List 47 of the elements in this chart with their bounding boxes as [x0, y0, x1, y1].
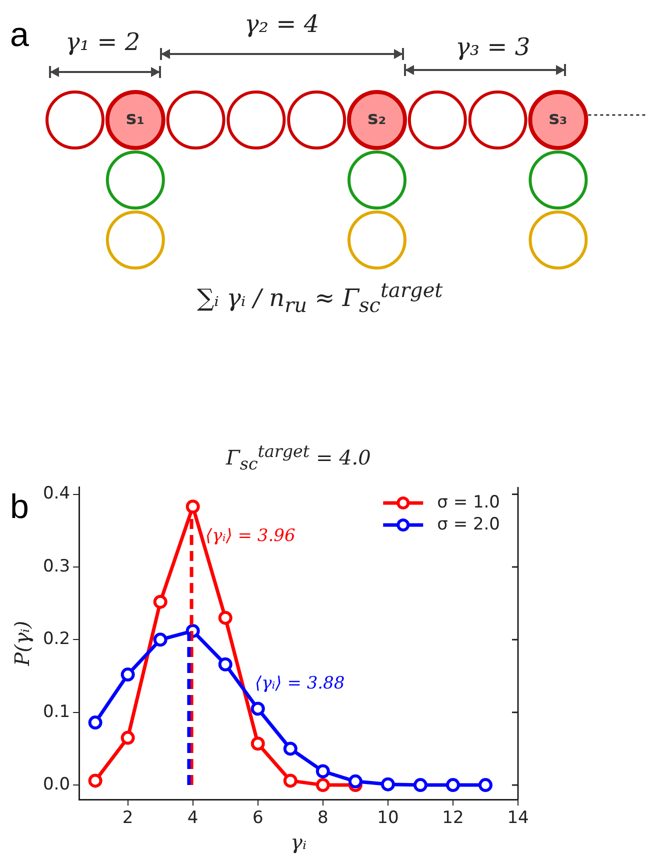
- y-tick-label: 0.2: [42, 629, 70, 650]
- y-tick-label: 0.0: [42, 774, 70, 794]
- y-tick-label: 0.3: [42, 556, 70, 576]
- point: [153, 632, 168, 647]
- ref-line-label: ⟨γᵢ⟩ = 3.88: [254, 673, 345, 694]
- point: [250, 702, 265, 716]
- point: [153, 594, 168, 609]
- text: s₃: [548, 108, 568, 129]
- x-tick-label: 4: [187, 808, 198, 828]
- point: [283, 742, 298, 756]
- point: [218, 610, 232, 625]
- point: [348, 774, 362, 788]
- x-axis-title: γᵢ: [290, 830, 307, 854]
- point: [218, 657, 232, 672]
- point: [250, 736, 265, 751]
- text: γ₂ = 4: [244, 10, 320, 38]
- x-tick-label: 10: [377, 808, 399, 828]
- point: [88, 774, 102, 788]
- point: [380, 777, 395, 792]
- point: [120, 668, 135, 682]
- point: [446, 778, 460, 792]
- chart-title: Γ$_{sc}$$^{target}$ = 4.0: [226, 442, 371, 474]
- x-tick-label: 8: [317, 808, 328, 828]
- text: γ₁ = 2: [66, 28, 140, 56]
- point: [413, 778, 428, 792]
- x-tick-label: 2: [122, 808, 134, 828]
- y-tick-label: 0.4: [42, 484, 70, 504]
- text: s₂: [368, 108, 386, 129]
- text: γ₃ = 3: [456, 33, 530, 61]
- point: [186, 500, 200, 514]
- point: [120, 730, 135, 745]
- point: [316, 764, 330, 778]
- x-tick-label: 6: [252, 808, 264, 828]
- y-tick-label: 0.1: [42, 702, 70, 722]
- y-axis-title: P(γᵢ): [10, 620, 34, 667]
- legend-label: σ = 1.0: [437, 492, 500, 512]
- point: [316, 778, 330, 792]
- point: [88, 716, 102, 730]
- ref-line-label: ⟨γᵢ⟩ = 3.96: [206, 526, 296, 546]
- point: [283, 774, 298, 788]
- x-tick-label: 12: [442, 808, 464, 828]
- point: [478, 778, 492, 792]
- text: a: [10, 16, 29, 54]
- text: s₁: [126, 108, 144, 129]
- legend-label: σ = 2.0: [437, 514, 500, 534]
- text: b: [10, 488, 29, 526]
- x-tick-label: 14: [507, 808, 529, 828]
